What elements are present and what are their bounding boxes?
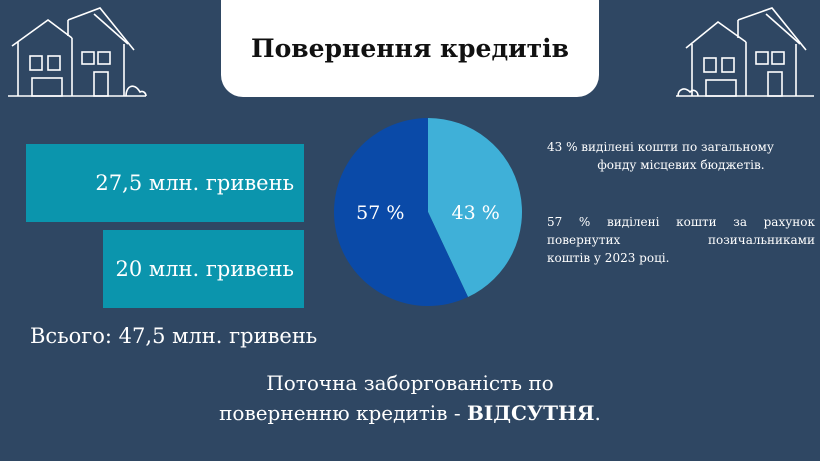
description-43-line2: фонду місцевих бюджетів.	[597, 158, 765, 172]
debt-status: Поточна заборгованість по поверненню кре…	[0, 368, 820, 428]
description-57-line2: повернутих позичальниками	[547, 233, 815, 247]
amount-bar-1: 27,5 млн. гривень	[26, 144, 304, 222]
description-57-line1: 57 % виділені кошти за рахунок	[547, 215, 815, 229]
pie-chart: 43 % 57 %	[334, 118, 522, 306]
house-outline-icon	[676, 7, 814, 97]
total-amount: Всього: 47,5 млн. гривень	[30, 324, 318, 348]
debt-status-value: ВІДСУТНЯ	[466, 401, 595, 425]
amount-bar-2-label: 20 млн. гривень	[115, 257, 294, 281]
title-card: Повернення кредитів	[221, 0, 599, 97]
pie-label-57: 57 %	[356, 202, 404, 224]
house-outline-icon	[8, 7, 147, 97]
pie-slice-57	[334, 118, 469, 306]
page-title: Повернення кредитів	[250, 34, 570, 63]
description-57: 57 % виділені кошти за рахунок повернути…	[547, 213, 815, 267]
amount-bar-2: 20 млн. гривень	[103, 230, 304, 308]
description-43: 43 % виділені кошти по загальному фонду …	[547, 138, 815, 174]
debt-status-suffix: .	[594, 401, 601, 425]
pie-label-43: 43 %	[452, 202, 500, 224]
debt-status-prefix: поверненню кредитів -	[219, 401, 467, 425]
description-43-line1: 43 % виділені кошти по загальному	[547, 140, 774, 154]
debt-status-line2: поверненню кредитів - ВІДСУТНЯ.	[0, 398, 820, 428]
description-57-line3: коштів у 2023 році.	[547, 251, 670, 265]
pie-slice-43	[428, 118, 522, 298]
debt-status-line1: Поточна заборгованість по	[266, 371, 554, 395]
amount-bar-1-label: 27,5 млн. гривень	[95, 171, 294, 195]
